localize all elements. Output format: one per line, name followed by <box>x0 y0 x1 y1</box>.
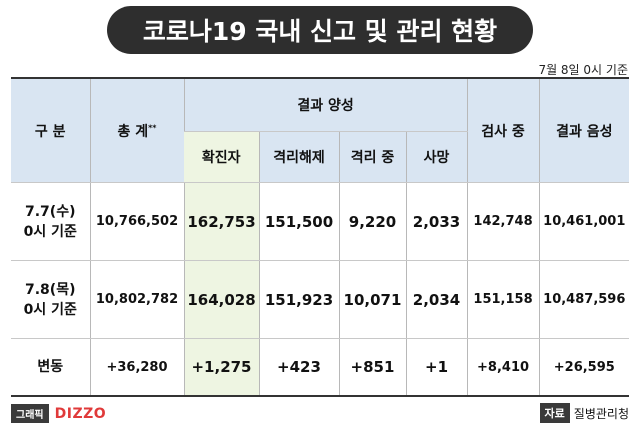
row-date: 7.7(수) <box>25 203 76 220</box>
cell-negative: 10,487,596 <box>538 260 630 339</box>
table-row: 7.8(목) 0시 기준 10,802,782 164,028 151,923 … <box>11 260 630 339</box>
change-testing: +8,410 <box>466 338 540 397</box>
cell-testing: 142,748 <box>466 182 540 261</box>
cell-isolated: 10,071 <box>338 260 406 339</box>
header-category: 구 분 <box>11 78 90 183</box>
header-isolated: 격리 중 <box>338 131 406 183</box>
table-row-change: 변동 +36,280 +1,275 +423 +851 +1 +8,410 +2… <box>11 338 630 397</box>
row-date: 7.8(목) <box>25 281 76 298</box>
graphic-credit: 그래픽 DIZZO <box>11 404 106 423</box>
page-title: 코로나19 국내 신고 및 관리 현황 <box>142 17 498 46</box>
header-testing: 검사 중 <box>466 78 540 183</box>
cell-confirmed: 164,028 <box>183 260 259 339</box>
covid-status-table: 구 분 총 계** 결과 양성 검사 중 결과 음성 확진자 격리해제 격리 중… <box>11 77 630 397</box>
cell-total: 10,802,782 <box>89 260 184 339</box>
cell-deaths: 2,033 <box>405 182 468 261</box>
header-negative: 결과 음성 <box>538 78 630 183</box>
header-total-label: 총 계 <box>117 123 149 140</box>
cell-released: 151,500 <box>258 182 339 261</box>
row-label: 7.8(목) 0시 기준 <box>11 260 90 339</box>
row-basis: 0시 기준 <box>23 301 77 318</box>
source-value: 질병관리청 <box>573 406 629 421</box>
table-row: 7.7(수) 0시 기준 10,766,502 162,753 151,500 … <box>11 182 630 261</box>
change-label: 변동 <box>11 338 90 397</box>
cell-isolated: 9,220 <box>338 182 406 261</box>
graphic-label: 그래픽 <box>11 404 49 423</box>
row-label: 7.7(수) 0시 기준 <box>11 182 90 261</box>
change-released: +423 <box>258 338 339 397</box>
row-basis: 0시 기준 <box>23 223 77 240</box>
header-confirmed: 확진자 <box>184 131 259 183</box>
cell-negative: 10,461,001 <box>538 182 630 261</box>
cell-confirmed: 162,753 <box>183 182 259 261</box>
date-note: 7월 8일 0시 기준 <box>538 63 628 77</box>
change-negative: +26,595 <box>538 338 630 397</box>
change-total: +36,280 <box>89 338 184 397</box>
title-banner: 코로나19 국내 신고 및 관리 현황 <box>107 6 533 54</box>
cell-deaths: 2,034 <box>405 260 468 339</box>
header-deaths: 사망 <box>405 131 468 183</box>
header-positive-group: 결과 양성 <box>183 78 468 132</box>
header-total: 총 계** <box>89 78 184 183</box>
cell-total: 10,766,502 <box>89 182 184 261</box>
change-deaths: +1 <box>405 338 468 397</box>
change-isolated: +851 <box>338 338 406 397</box>
source-label: 자료 <box>539 403 570 423</box>
cell-testing: 151,158 <box>466 260 540 339</box>
brand-logo: DIZZO <box>54 405 107 422</box>
header-released: 격리해제 <box>258 131 339 183</box>
source-credit: 자료 질병관리청 <box>539 403 629 423</box>
change-confirmed: +1,275 <box>183 338 259 397</box>
header-total-mark: ** <box>148 122 157 132</box>
cell-released: 151,923 <box>258 260 339 339</box>
